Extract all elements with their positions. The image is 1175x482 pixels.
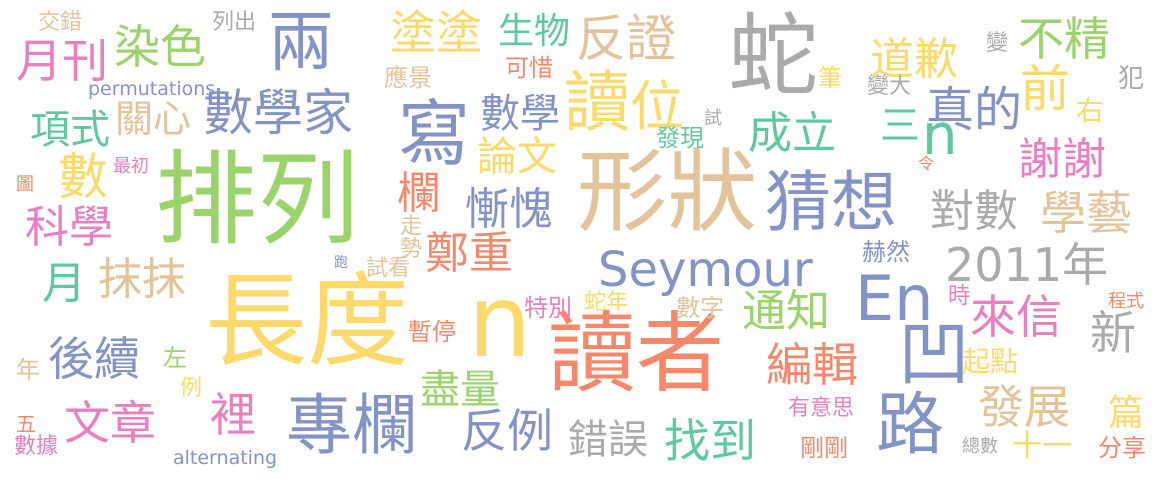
word-laixin: 來信 [970,290,1062,344]
word-du: 讀 [564,64,630,141]
word-xingzhuang: 形狀 [577,140,757,245]
word-caixiang: 猜想 [765,164,897,241]
word-ao: 凹 [898,312,971,396]
word-kexi: 可惜 [505,54,553,82]
word-she: 蛇 [728,4,818,109]
word-wei: 位 [630,75,684,138]
word-zhuanlan: 專欄 [286,387,418,464]
word-fazhan: 發展 [978,380,1070,434]
word-pao: 跑 [334,255,348,271]
word-xiangshi: 項式 [30,107,110,153]
word-fenxiang: 分享 [1098,434,1146,462]
word-permutations: permutations [88,78,216,100]
word-li-example: 例 [180,376,203,401]
word-fan: 犯 [1118,64,1145,94]
word-jinliang: 盡量 [420,367,500,413]
word-heran: 赫然 [862,238,910,266]
word-faxian: 發現 [656,124,704,152]
word-qidian: 起點 [962,345,1019,378]
word-xie: 寫 [398,92,471,176]
word-ganggang: 剛剛 [800,434,848,462]
word-cuowu: 錯誤 [568,417,648,463]
word-shu: 數 [58,148,108,206]
word-pian: 篇 [1108,393,1145,434]
word-duzhe: 讀者 [548,302,725,405]
word-li: 裡 [210,388,256,442]
word-qian: 前 [1020,60,1070,118]
word-tebie: 特別 [524,294,572,322]
word-wenzhang: 文章 [64,396,156,450]
word-zanting: 暫停 [408,318,456,346]
word-changdu: 長度 [205,263,409,382]
word-zuichu: 最初 [113,156,149,177]
word-alternating: alternating [173,447,278,469]
word-ling: 令 [918,154,935,173]
word-liang: 兩 [268,4,334,81]
word-fanli: 反例 [461,404,553,458]
word-san: 三 [880,103,920,149]
word-tu: 圖 [16,174,34,195]
word-xueyi: 學藝 [1040,186,1132,240]
word-shi-try: 試 [704,108,722,129]
word-lan: 欄 [397,168,441,219]
word-daoqian: 道歉 [870,34,958,85]
word-duishu: 對數 [930,186,1018,237]
word-wu: 五 [16,412,36,436]
word-zongshu: 總數 [962,436,998,457]
word-chengshi: 程式 [1108,291,1144,312]
word-momo: 抹抹 [98,254,186,305]
word-zhengzhong: 鄭重 [425,228,513,279]
word-tongzhi: 通知 [742,286,830,337]
word-yue: 月 [42,258,86,309]
word-yingjing: 應景 [384,64,432,92]
word-shengwu: 生物 [498,11,571,52]
word-lu: 路 [876,386,945,465]
word-shuju: 數據 [14,434,59,459]
word-tutu: 塗塗 [390,6,482,60]
word-shuxuejia: 數學家 [203,84,353,142]
word-shuxue: 數學 [480,91,560,137]
word-lunwen: 論文 [477,134,557,180]
word-guanxin: 關心 [115,97,192,141]
word-bian: 變 [986,31,1009,56]
word-cankui: 慚愧 [465,184,553,235]
word-jiaocuo: 交錯 [38,10,83,35]
word-zuo: 左 [163,344,187,372]
word-zhende: 真的 [926,82,1023,138]
word-shikan: 試看 [366,256,411,281]
word-liechu: 列出 [212,10,257,35]
word-kexue: 科學 [25,202,113,253]
word-houxu: 後續 [48,332,140,386]
word-ranse: 染色 [114,20,206,74]
word-bujing: 不精 [1018,12,1110,66]
word-en: En [855,262,934,335]
word-shiyi: 十一 [1012,429,1072,464]
word-bianji: 編輯 [766,338,858,392]
word-bianda: 變大 [867,74,912,99]
word-n-small: n [922,103,958,168]
word-chengli: 成立 [748,108,836,159]
word-bi: 筆 [818,64,842,92]
word-pailie: 排列 [155,141,359,260]
word-zoushi: 走勢 [396,214,421,258]
word-shuzi: 數字 [676,294,724,322]
word-xin: 新 [1090,306,1136,360]
word-zhaodao: 找到 [664,414,756,468]
word-yuekan: 月刊 [16,34,108,88]
word-n-large: n [468,263,532,380]
word-nian: 年 [16,356,40,384]
word-2011nian: 2011年 [945,238,1109,292]
word-xiexie: 謝謝 [1018,134,1106,185]
word-seymour: Seymour [598,242,813,298]
word-you: 右 [1076,94,1105,127]
word-shi: 時 [948,284,971,309]
word-fanzheng: 反證 [576,10,676,68]
word-shenian: 蛇年 [584,290,629,315]
word-youyisi: 有意思 [788,396,855,421]
